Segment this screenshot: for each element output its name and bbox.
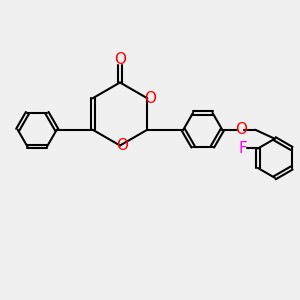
Text: O: O [144,91,156,106]
Text: O: O [235,122,247,137]
Text: O: O [116,138,128,153]
Text: O: O [114,52,126,68]
Text: F: F [238,141,247,156]
